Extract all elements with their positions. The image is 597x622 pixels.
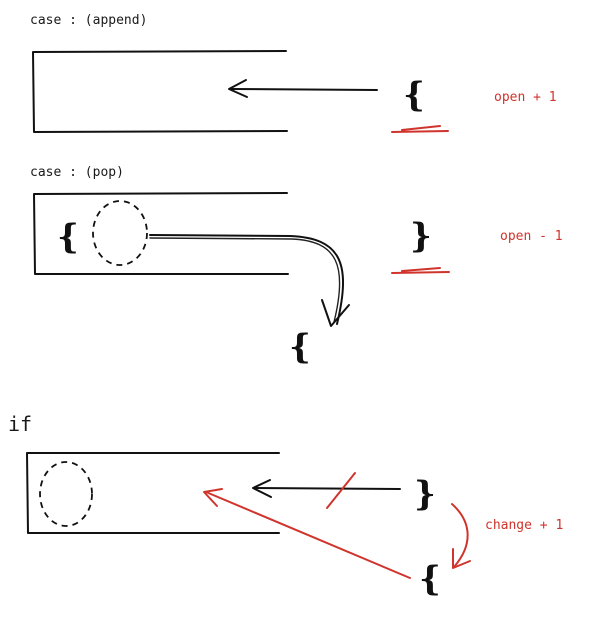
if-red-change-curve <box>451 503 469 568</box>
if-section: if } change + 1 { <box>8 412 563 599</box>
append-stack-box <box>32 50 288 133</box>
pop-section: case : (pop) { { } open - 1 <box>30 165 563 367</box>
pop-stack-brace: { <box>57 217 79 257</box>
if-title: if <box>8 412 32 436</box>
if-red-change-head <box>452 548 471 569</box>
if-changed-brace: { <box>419 559 441 599</box>
if-blocked-arrow-shaft <box>253 487 401 490</box>
pop-popped-brace: { <box>289 327 311 367</box>
pop-dashed-slot <box>92 200 148 266</box>
pop-arrow-curve-echo <box>149 237 341 323</box>
append-section: case : (append) { open + 1 <box>30 13 557 133</box>
if-red-push-arrow-head <box>203 488 223 507</box>
if-stack-box <box>26 452 280 534</box>
append-incoming-brace: { <box>403 75 425 115</box>
if-incoming-brace: } <box>414 474 436 514</box>
pop-note: open - 1 <box>500 229 563 244</box>
append-note: open + 1 <box>494 90 557 105</box>
append-title: case : (append) <box>30 13 147 28</box>
append-red-underline <box>391 125 449 133</box>
append-arrow-shaft <box>229 88 378 91</box>
if-blocked-arrow-head <box>252 479 272 498</box>
pop-arrow-curve <box>149 234 345 325</box>
if-dashed-slot <box>39 461 93 527</box>
if-red-strike <box>326 472 356 509</box>
append-arrow-head <box>228 79 248 98</box>
pop-incoming-brace: } <box>410 216 432 256</box>
pop-title: case : (pop) <box>30 165 124 180</box>
if-red-push-arrow-shaft <box>205 491 411 579</box>
pop-red-underline <box>391 267 450 274</box>
pop-arrow-head <box>321 299 350 327</box>
pop-stack-box <box>33 192 289 275</box>
if-note: change + 1 <box>485 518 563 533</box>
